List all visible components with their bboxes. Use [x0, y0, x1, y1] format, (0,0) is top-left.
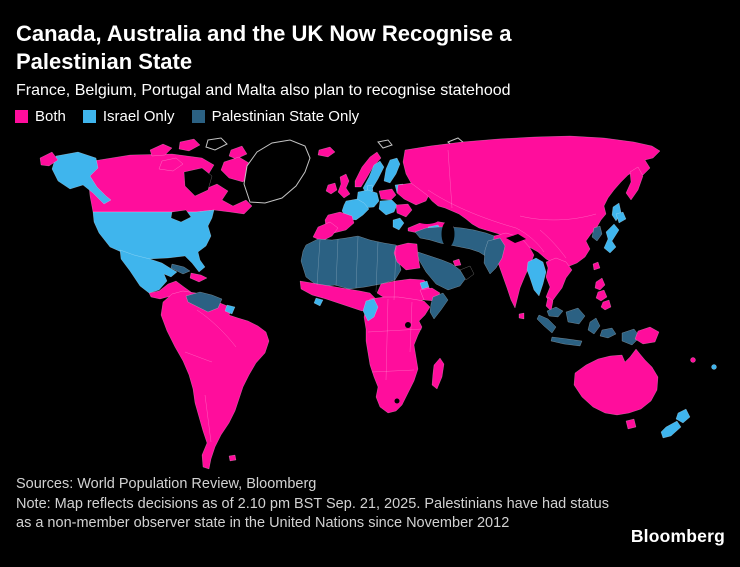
region-ireland	[325, 182, 338, 195]
region-saudi-arabia	[417, 251, 467, 291]
title-line-2: Palestinian State	[16, 49, 193, 74]
region-philippines	[595, 289, 608, 302]
region-poland	[378, 188, 397, 201]
region-tasmania	[625, 418, 637, 430]
region-new-zealand-north	[675, 408, 691, 424]
region-qatar-uae	[452, 258, 462, 267]
region-morocco	[312, 221, 339, 242]
region-alaska	[51, 151, 112, 205]
legend-item-both: Both	[15, 108, 66, 125]
bloomberg-logo: Bloomberg	[630, 526, 725, 546]
region-new-guinea-west	[621, 328, 641, 346]
region-arctic-island	[178, 138, 201, 152]
region-uk	[337, 173, 351, 199]
region-papua-new-guinea	[634, 326, 660, 345]
lake-victoria	[405, 322, 411, 328]
region-lesotho	[394, 398, 400, 404]
hudson-bay	[183, 167, 213, 197]
region-egypt	[393, 242, 421, 271]
title-line-1: Canada, Australia and the UK Now Recogni…	[16, 21, 512, 46]
region-indochina	[545, 257, 573, 304]
region-fiji	[690, 357, 696, 363]
region-south-korea	[591, 225, 603, 242]
region-venezuela	[185, 291, 223, 313]
region-subsaharan-africa	[363, 296, 431, 414]
region-suriname	[224, 304, 236, 315]
region-greece	[392, 217, 405, 231]
legend-label-israel-only: Israel Only	[102, 108, 175, 125]
region-central-europe	[378, 199, 398, 216]
region-australia	[573, 348, 659, 416]
region-russia-china-asia	[402, 135, 661, 268]
region-usa	[92, 209, 215, 273]
region-madagascar	[431, 357, 445, 390]
region-java	[550, 336, 583, 347]
page-title: Canada, Australia and the UK Now Recogni…	[16, 20, 512, 76]
region-kamchatka	[625, 166, 644, 201]
region-malaysia	[546, 306, 564, 318]
region-sulawesi	[587, 317, 601, 335]
region-cameroon	[362, 298, 379, 322]
region-north-africa	[300, 235, 402, 290]
region-arctic-island	[149, 143, 173, 157]
region-iceland	[317, 146, 336, 158]
region-falklands	[228, 454, 237, 462]
region-hispaniola	[189, 272, 208, 283]
region-borneo	[565, 307, 586, 325]
region-hokkaido	[615, 211, 627, 224]
region-norway	[354, 151, 382, 188]
region-philippines	[594, 277, 606, 291]
region-myanmar-bangladesh	[526, 257, 547, 297]
region-arctic-island	[228, 145, 248, 160]
legend: Both Israel Only Palestinian State Only	[15, 108, 359, 125]
region-south-america	[160, 290, 270, 470]
legend-label-both: Both	[35, 108, 66, 125]
legend-label-palestine-only: Palestinian State Only	[211, 108, 360, 125]
legend-swatch-israel-only	[82, 110, 96, 123]
region-liberia	[313, 297, 324, 307]
sources-line: Sources: World Population Review, Bloomb…	[16, 476, 317, 492]
page-subtitle: France, Belgium, Portugal and Malta also…	[16, 82, 511, 99]
caspian-sea	[441, 221, 455, 247]
note-text: Note: Map reflects decisions as of 2.10 …	[16, 496, 609, 531]
region-pakistan	[483, 237, 506, 275]
region-pacific-island	[711, 364, 717, 370]
region-svalbard	[377, 139, 393, 149]
country-borders	[184, 149, 597, 443]
region-arctic-island-black	[205, 137, 228, 151]
legend-swatch-palestine-only	[191, 110, 205, 123]
region-eritrea	[419, 280, 430, 290]
region-france	[341, 198, 370, 221]
region-mexico	[119, 249, 178, 294]
region-sri-lanka	[518, 312, 525, 320]
region-victoria-island	[158, 157, 184, 172]
region-taiwan	[592, 261, 601, 271]
region-finland	[383, 157, 401, 184]
legend-item-israel-only: Israel Only	[82, 108, 175, 125]
legend-item-palestine-only: Palestinian State Only	[191, 108, 360, 125]
region-japan	[603, 223, 620, 254]
region-somalia	[429, 292, 449, 320]
region-nepal	[506, 234, 526, 243]
region-greenland	[243, 139, 311, 204]
region-cuba	[170, 263, 191, 275]
region-romania-bulgaria	[395, 203, 413, 218]
region-oman	[459, 265, 475, 281]
region-new-zealand-south	[660, 420, 682, 439]
region-chukotka-west	[39, 151, 59, 167]
region-moluccas	[599, 327, 617, 339]
legend-swatch-both	[15, 110, 28, 123]
great-lakes	[170, 209, 192, 223]
black-sea	[414, 212, 440, 224]
region-sumatra	[536, 314, 557, 334]
region-philippines	[600, 299, 612, 311]
